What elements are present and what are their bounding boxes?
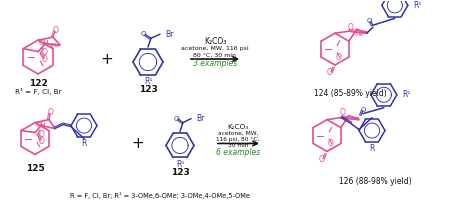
- Text: Br: Br: [165, 30, 173, 39]
- Text: O: O: [328, 139, 334, 148]
- Text: Me: Me: [354, 32, 363, 37]
- Text: R: R: [369, 144, 374, 153]
- Text: O: O: [41, 55, 47, 64]
- Text: O: O: [319, 155, 325, 164]
- Text: R¹ = F, Cl, Br: R¹ = F, Cl, Br: [15, 88, 61, 95]
- Text: O: O: [360, 107, 365, 113]
- Text: R¹: R¹: [402, 90, 410, 99]
- Text: 124 (85-89% yield): 124 (85-89% yield): [314, 89, 386, 98]
- Text: Br: Br: [196, 114, 204, 123]
- Text: OH: OH: [39, 40, 50, 46]
- Text: O: O: [173, 116, 179, 122]
- Text: O: O: [327, 68, 333, 78]
- Text: 122: 122: [28, 79, 47, 88]
- Text: R¹: R¹: [176, 160, 184, 169]
- Text: R: R: [82, 139, 87, 148]
- Text: O: O: [41, 48, 47, 57]
- Text: O: O: [367, 18, 373, 24]
- Text: 123: 123: [171, 168, 190, 177]
- Text: 80 °C, 30 min: 80 °C, 30 min: [193, 53, 237, 58]
- Text: O: O: [340, 108, 346, 117]
- Text: +: +: [132, 136, 145, 151]
- Text: K₂CO₃: K₂CO₃: [228, 124, 248, 130]
- Text: 116 psi, 80 °C,: 116 psi, 80 °C,: [216, 137, 260, 142]
- Text: 125: 125: [26, 164, 45, 173]
- Text: Me: Me: [50, 43, 60, 48]
- Text: 123: 123: [138, 85, 157, 94]
- Text: O: O: [38, 137, 44, 146]
- Text: 6 examples: 6 examples: [216, 148, 260, 157]
- Text: R = F, Cl, Br; R¹ = 3-OMe,6-OMe; 3-OMe,4-OMe,5-OMe: R = F, Cl, Br; R¹ = 3-OMe,6-OMe; 3-OMe,4…: [70, 192, 250, 199]
- Text: K₂CO₃: K₂CO₃: [204, 37, 226, 46]
- Text: O: O: [140, 31, 146, 37]
- Text: +: +: [100, 52, 113, 66]
- Text: OH: OH: [35, 122, 46, 128]
- Text: O: O: [348, 23, 354, 32]
- Text: O: O: [48, 108, 54, 117]
- Text: acetone, MW,: acetone, MW,: [218, 131, 258, 136]
- Text: O: O: [53, 26, 59, 35]
- Text: O: O: [336, 53, 342, 62]
- Text: R¹: R¹: [144, 77, 152, 86]
- Text: 30 min: 30 min: [228, 143, 248, 148]
- Text: acetone, MW, 116 psi: acetone, MW, 116 psi: [181, 46, 249, 51]
- Text: O: O: [38, 130, 44, 139]
- Text: 126 (88-98% yield): 126 (88-98% yield): [339, 177, 411, 186]
- Text: 3 examples: 3 examples: [193, 59, 237, 68]
- Text: R¹: R¹: [413, 1, 421, 10]
